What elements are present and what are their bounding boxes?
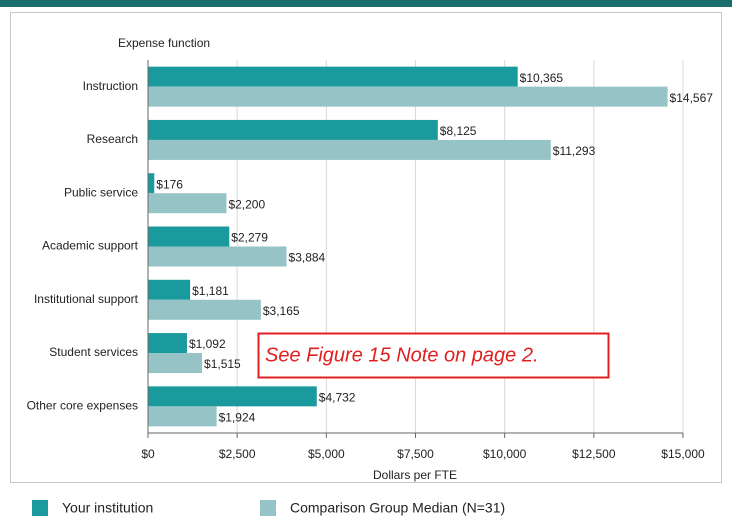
y-tick-label: Other core expenses — [27, 399, 138, 413]
value-label: $8,125 — [440, 124, 477, 138]
y-tick-label: Research — [87, 132, 138, 146]
value-label: $1,515 — [204, 357, 241, 371]
value-label: $1,181 — [192, 284, 229, 298]
bar — [148, 173, 155, 194]
value-label: $4,732 — [319, 391, 356, 405]
x-tick-label: $0 — [141, 447, 155, 461]
y-tick-label: Student services — [49, 345, 138, 359]
legend-label: Your institution — [62, 500, 153, 516]
legend-swatch — [32, 500, 48, 516]
value-label: $1,092 — [189, 337, 226, 351]
value-label: $176 — [156, 177, 183, 191]
y-tick-label: Institutional support — [34, 292, 139, 306]
value-label: $3,165 — [263, 304, 300, 318]
bar — [148, 246, 287, 267]
value-label: $2,200 — [228, 197, 265, 211]
bar — [148, 86, 668, 107]
x-axis-label: Dollars per FTE — [373, 468, 457, 482]
y-tick-label: Public service — [64, 185, 138, 199]
bar — [148, 386, 317, 407]
value-label: $10,365 — [520, 71, 564, 85]
bar — [148, 353, 203, 374]
annotation: See Figure 15 Note on page 2. — [265, 344, 539, 366]
bar — [148, 226, 230, 247]
value-label: $11,293 — [553, 144, 596, 158]
bar — [148, 279, 191, 300]
legend-label: Comparison Group Median (N=31) — [290, 500, 505, 516]
value-label: $1,924 — [219, 411, 256, 425]
x-tick-label: $10,000 — [483, 447, 527, 461]
bar — [148, 119, 438, 140]
x-tick-label: $15,000 — [661, 447, 705, 461]
x-tick-label: $5,000 — [308, 447, 345, 461]
x-tick-label: $7,500 — [397, 447, 434, 461]
value-label: $2,279 — [231, 231, 268, 245]
top-bar — [0, 0, 732, 7]
annotation-box — [257, 332, 610, 379]
bar — [148, 299, 261, 320]
bar — [148, 66, 518, 87]
legend-swatch — [260, 500, 276, 516]
y-axis-label: Expense function — [118, 36, 210, 50]
bar — [148, 139, 551, 160]
bar — [148, 193, 227, 214]
y-tick-label: Academic support — [42, 239, 139, 253]
y-tick-label: Instruction — [83, 79, 138, 93]
x-tick-label: $12,500 — [572, 447, 616, 461]
value-label: $14,567 — [670, 91, 714, 105]
bar — [148, 406, 217, 427]
value-label: $3,884 — [289, 251, 326, 265]
x-tick-label: $2,500 — [219, 447, 256, 461]
bar — [148, 333, 187, 354]
